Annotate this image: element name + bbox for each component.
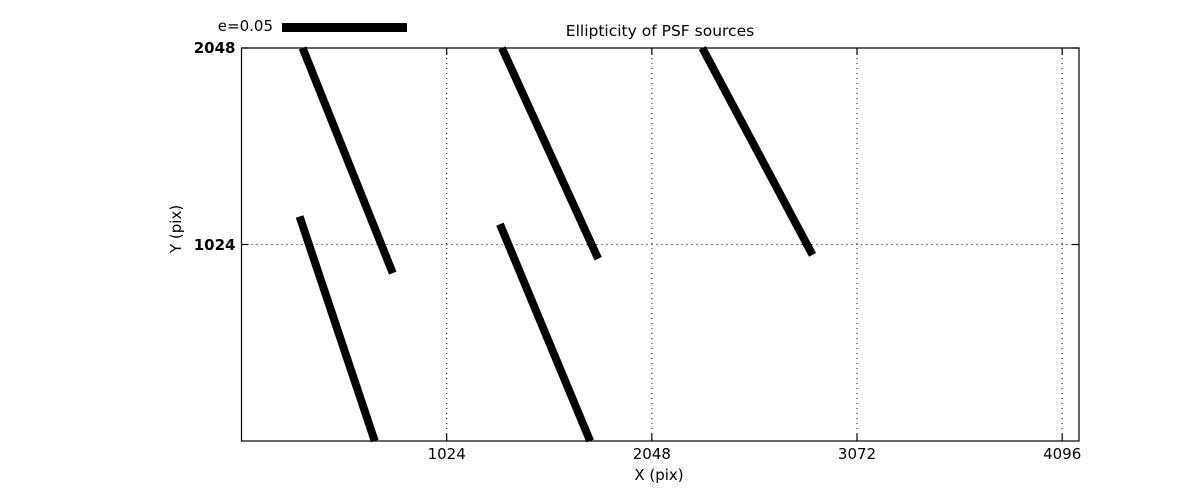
- whisker-segment: [498, 46, 602, 261]
- whisker-segment: [295, 215, 379, 443]
- chart-title: Ellipticity of PSF sources: [565, 22, 755, 40]
- x-axis-label: X (pix): [634, 466, 684, 484]
- legend-scale-bar: [282, 23, 407, 32]
- y-tick-label: 2048: [193, 39, 236, 57]
- x-tick-label: 1024: [427, 445, 466, 463]
- whisker-segment: [698, 46, 817, 257]
- x-tick-label: 2048: [632, 445, 671, 463]
- x-tick-label: 4096: [1043, 445, 1082, 463]
- whisker-segment: [496, 222, 594, 443]
- legend-label: e=0.05: [217, 17, 273, 35]
- y-tick-label: 1024: [193, 235, 236, 254]
- whisker-segment: [298, 46, 397, 275]
- x-tick-label: 3072: [837, 445, 877, 463]
